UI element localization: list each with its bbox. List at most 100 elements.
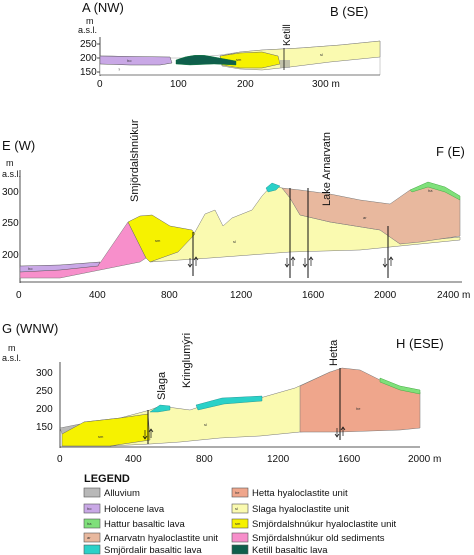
ef-holocene-lava [19, 261, 101, 273]
ef-xtick-400: 400 [89, 290, 106, 301]
gh-feature-slaga: Slaga [156, 371, 168, 400]
gh-xtick-2000: 2000 m [408, 454, 441, 465]
gh-hetta-unit [299, 367, 421, 433]
legend-code-ho: ho [87, 506, 92, 511]
ab-code-q: ? [118, 67, 121, 72]
gh-y-unit: m [8, 343, 16, 353]
label-b-se: B (SE) [330, 4, 368, 19]
gh-xtick-800: 800 [196, 454, 213, 465]
ab-xtick-100: 100 [170, 79, 187, 90]
ab-code-sl: sl [320, 52, 323, 57]
legend-label-smjordalir: Smjördalir basaltic lava [104, 545, 202, 555]
section-ab: A (NW) B (SE) m a.s.l. 250 200 150 ho sm… [78, 0, 381, 90]
ef-smjordalir-lava [265, 182, 281, 193]
ab-y-unit: m [86, 16, 94, 26]
legend-label-slaga: Slaga hyaloclastite unit [252, 504, 350, 515]
legend-code-sl: sl [235, 506, 238, 511]
legend-code-he: he [235, 490, 240, 495]
ef-code-ar: ar [363, 215, 367, 220]
gh-faults [147, 368, 341, 444]
ef-code-ho: ho [28, 266, 33, 271]
ef-code-sl: sl [233, 239, 236, 244]
ef-xtick-2000: 2000 [374, 290, 397, 301]
gh-feature-kringlumyri: Kringlumýri [181, 333, 193, 388]
legend-swatch-smjordalir [83, 544, 101, 555]
legend-swatch-old-sediments [231, 532, 249, 543]
gh-ytick-200: 200 [36, 404, 53, 415]
ef-y-unit: m [6, 158, 14, 168]
legend-label-ketill: Ketill basaltic lava [252, 545, 328, 555]
gh-hattur-lava [379, 377, 421, 395]
ef-hattur-lava [409, 181, 461, 201]
legend-label-arnarvatn: Arnarvatn hyaloclastite unit [104, 533, 218, 544]
ab-code-sm: sm [236, 57, 242, 62]
ab-ketill-lava [175, 54, 237, 66]
gh-xtick-400: 400 [125, 454, 142, 465]
ef-y-unit2: a.s.l. [2, 169, 21, 179]
ef-code-ha: ha [428, 188, 433, 193]
ef-xtick-0: 0 [16, 290, 22, 301]
gh-ytick-300: 300 [36, 368, 53, 379]
ef-xtick-800: 800 [161, 290, 178, 301]
ab-code-ho: ho [127, 58, 132, 63]
label-a-nw: A (NW) [82, 0, 124, 15]
ef-ytick-200: 200 [2, 250, 19, 261]
ef-fault-arrows [187, 256, 394, 268]
legend-swatch-smjordalshnukur [231, 518, 249, 529]
ef-xtick-2400: 2400 m [437, 290, 470, 301]
gh-fault-arrows [142, 426, 346, 440]
ab-feature-ketill: Ketill [282, 24, 293, 46]
legend-label-hetta: Hetta hyaloclastite unit [252, 488, 348, 499]
legend-swatch-hattur [83, 518, 101, 529]
legend-label-holocene: Holocene lava [104, 504, 165, 515]
legend-swatch-alluvium [83, 487, 101, 498]
section-gh: G (WNW) H (ESE) m a.s.l. 300 250 200 150… [2, 321, 444, 465]
gh-feature-hetta: Hetta [328, 339, 340, 366]
legend-label-hattur: Hattur basaltic lava [104, 519, 186, 530]
legend-swatch-slaga [231, 503, 249, 514]
ef-feature-smjordalshnukur: Smjördalshnúkur [129, 119, 141, 202]
ab-xtick-200: 200 [237, 79, 254, 90]
legend-swatch-holocene [83, 503, 101, 514]
ef-feature-lake-arnarvatn: Lake Arnarvatn [321, 132, 333, 206]
gh-y-unit2: a.s.l. [2, 353, 21, 363]
gh-xtick-0: 0 [57, 454, 63, 465]
label-h-ese: H (ESE) [396, 336, 444, 351]
legend-label-smjordalshnukur: Smjördalshnúkur hyaloclastite unit [252, 519, 397, 530]
ab-ytick-250: 250 [80, 39, 97, 50]
ab-y-unit2: a.s.l. [78, 25, 97, 35]
ef-ytick-250: 250 [2, 218, 19, 229]
gh-code-sl: sl [204, 422, 207, 427]
legend-label-old-sediments: Smjördalshnúkur old sediments [252, 533, 385, 544]
ef-code-sm: sm [155, 238, 161, 243]
legend-label-alluvium: Alluvium [104, 488, 140, 499]
legend-code-sm: sm [235, 521, 241, 526]
legend-swatch-ketill [231, 544, 249, 555]
gh-code-sm: sm [98, 434, 104, 439]
legend-swatch-arnarvatn [83, 532, 101, 543]
gh-smjordalshnukur-unit [61, 413, 151, 447]
gh-ytick-250: 250 [36, 386, 53, 397]
gh-smjordalir-lava [195, 395, 263, 411]
ef-xtick-1200: 1200 [230, 290, 253, 301]
legend: LEGEND Alluvium ho Holocene lava ha Hatt… [83, 473, 397, 555]
legend-code-ar: ar [87, 535, 91, 540]
label-e-w: E (W) [2, 138, 35, 153]
section-ef: E (W) F (E) m a.s.l. 300 250 200 ho sm s… [2, 119, 470, 301]
label-g-wnw: G (WNW) [2, 321, 58, 336]
gh-xtick-1600: 1600 [338, 454, 361, 465]
legend-title: LEGEND [84, 473, 130, 485]
ab-ytick-200: 200 [80, 53, 97, 64]
ab-xtick-0: 0 [97, 79, 103, 90]
ab-ytick-150: 150 [80, 67, 97, 78]
gh-ytick-150: 150 [36, 422, 53, 433]
ef-ytick-300: 300 [2, 187, 19, 198]
ab-holocene-lava [99, 55, 173, 66]
gh-xtick-1200: 1200 [267, 454, 290, 465]
ab-xtick-300: 300 m [312, 79, 340, 90]
label-f-e: F (E) [436, 144, 465, 159]
legend-code-ha: ha [87, 521, 92, 526]
ef-xtick-1600: 1600 [302, 290, 325, 301]
legend-swatch-hetta [231, 487, 249, 498]
